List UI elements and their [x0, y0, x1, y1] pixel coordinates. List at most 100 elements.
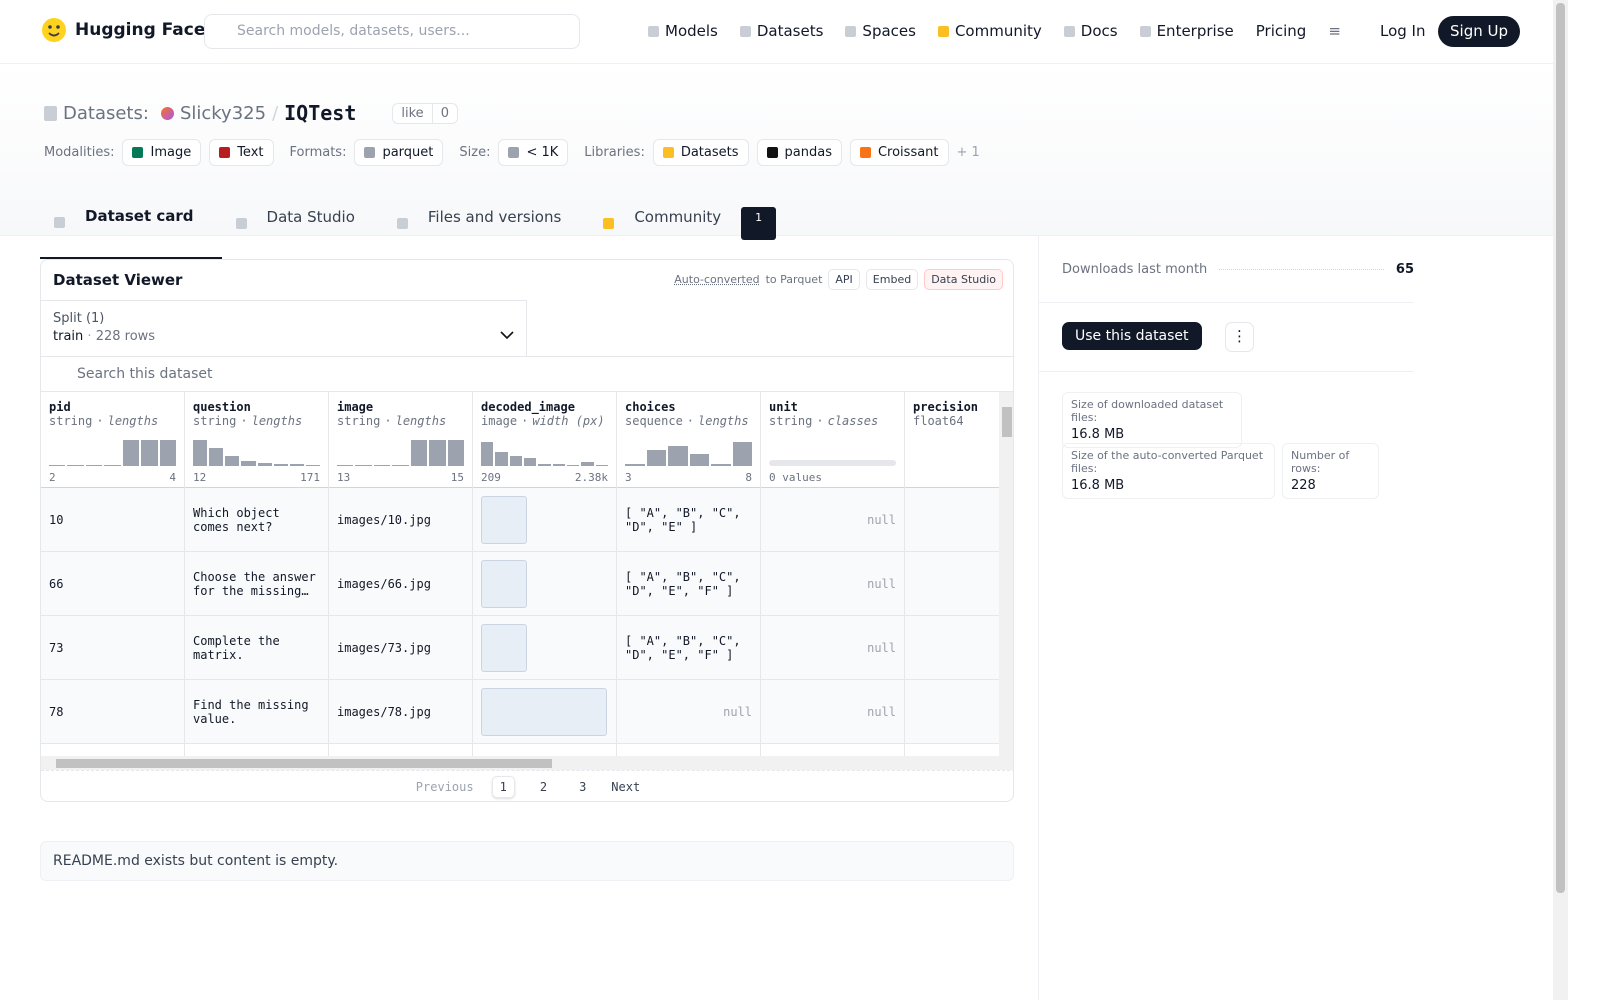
- column-type: string · lengths: [49, 414, 176, 428]
- stat-label: Size of the auto-converted Parquet files…: [1071, 449, 1264, 475]
- page[interactable]: 2: [539, 780, 548, 794]
- page[interactable]: 1: [491, 776, 515, 798]
- column-header[interactable]: pid string · lengths 2 4: [41, 392, 184, 488]
- nav-link[interactable]: Datasets: [739, 22, 823, 40]
- viewer-button[interactable]: Data Studio: [924, 269, 1003, 290]
- nav-link[interactable]: Community: [937, 22, 1042, 40]
- tab[interactable]: Files and versions: [383, 199, 589, 259]
- cell: 78: [41, 680, 184, 744]
- page-scrollbar: [1553, 0, 1568, 1000]
- repo-name[interactable]: IQTest: [284, 101, 357, 125]
- search-box[interactable]: Search models, datasets, users...: [204, 14, 580, 49]
- tag-icon: [766, 147, 778, 158]
- cell: 10: [41, 488, 184, 552]
- dot: ·: [87, 329, 92, 344]
- cell: 73: [41, 616, 184, 680]
- range-max: 4: [169, 471, 176, 484]
- nav-link[interactable]: Docs: [1063, 22, 1118, 40]
- range-min: 209: [481, 471, 501, 484]
- viewer-button[interactable]: Embed: [865, 269, 919, 290]
- nav-label: Community: [954, 22, 1042, 40]
- nav-link[interactable]: Models: [648, 22, 718, 40]
- hist-bar: [538, 464, 551, 466]
- like-label: like: [401, 105, 424, 121]
- tab-icon: [603, 217, 615, 229]
- dataset-icon: [44, 105, 57, 121]
- tab[interactable]: Data Studio: [222, 199, 383, 259]
- tag-chip[interactable]: parquet: [354, 139, 444, 166]
- hist-bar: [552, 464, 565, 466]
- column-header[interactable]: question string · lengths 12 171: [185, 392, 328, 488]
- h-thumb[interactable]: [56, 759, 552, 768]
- nav-link[interactable]: Pricing: [1256, 22, 1307, 40]
- downloads-label: Downloads last month: [1062, 262, 1208, 277]
- nav-link[interactable]: Enterprise: [1139, 22, 1234, 40]
- column-header[interactable]: choices sequence · lengths 3 8: [617, 392, 760, 488]
- column: decoded_image image · width (px) 209 2.38k: [473, 392, 617, 756]
- tab[interactable]: Dataset card: [40, 199, 222, 259]
- column-type: float64: [913, 414, 999, 428]
- v-scrollbar: [999, 392, 1013, 756]
- empty-bar: [769, 460, 896, 466]
- page-thumb[interactable]: [1556, 3, 1565, 893]
- divider: [1038, 302, 1414, 303]
- hist-bar: [481, 442, 494, 466]
- tab[interactable]: Community 1: [589, 199, 790, 259]
- cell: null: [761, 488, 904, 552]
- auto-converted[interactable]: Auto-converted: [674, 273, 760, 286]
- stat: lengths: [395, 414, 447, 428]
- hist-bar: [355, 465, 372, 466]
- v-thumb[interactable]: [1002, 407, 1012, 437]
- logo: [42, 18, 66, 42]
- tag-icon: [364, 147, 376, 158]
- more-button[interactable]: ⋮: [1225, 322, 1254, 352]
- tag-icon: [219, 147, 231, 158]
- column-header[interactable]: unit string · classes 0 values: [761, 392, 904, 488]
- signup[interactable]: Sign Up: [1438, 16, 1520, 47]
- range-min: 12: [193, 471, 207, 484]
- viewer-search[interactable]: Search this dataset: [41, 356, 1013, 392]
- tags-more[interactable]: + 1: [956, 145, 980, 160]
- tag-chip[interactable]: Croissant: [849, 139, 949, 166]
- tag-chip[interactable]: Image: [122, 139, 202, 166]
- tag-chip[interactable]: < 1K: [498, 139, 569, 166]
- to-parquet: to Parquet: [765, 273, 823, 286]
- column-type: sequence · lengths: [625, 414, 752, 428]
- login[interactable]: Log In: [1380, 22, 1426, 40]
- use-dataset-button[interactable]: Use this dataset: [1062, 322, 1202, 350]
- column-header[interactable]: image string · lengths 13 15: [329, 392, 472, 488]
- type: string: [769, 414, 813, 428]
- repo-owner[interactable]: Slicky325: [179, 102, 267, 124]
- column-header[interactable]: decoded_image image · width (px) 209 2.38k: [473, 392, 616, 488]
- viewer-button[interactable]: API: [828, 269, 860, 290]
- column: question string · lengths 12 171 Which object …: [185, 392, 329, 756]
- brand[interactable]: Hugging Face: [75, 20, 206, 40]
- histogram: [49, 440, 176, 466]
- hist-bar: [566, 465, 580, 466]
- stat: lengths: [251, 414, 303, 428]
- stat-label: Size of downloaded dataset files:: [1071, 398, 1224, 424]
- nav-icon: [739, 25, 751, 37]
- tag-chip[interactable]: Text: [209, 139, 274, 166]
- next[interactable]: Next: [611, 780, 641, 794]
- column-name: decoded_image: [481, 400, 575, 414]
- type: string: [49, 414, 93, 428]
- repo-kind[interactable]: Datasets:: [63, 102, 149, 124]
- hist-bar: [689, 454, 709, 466]
- separator: /: [272, 102, 279, 124]
- previous[interactable]: Previous: [415, 780, 474, 794]
- dot: ·: [96, 414, 104, 428]
- nav-link[interactable]: Spaces: [845, 22, 916, 40]
- like-button[interactable]: like 0: [392, 102, 458, 124]
- column-header[interactable]: precision float64: [905, 392, 999, 488]
- histogram: [913, 440, 999, 466]
- split-select[interactable]: Split (1) train · 228 rows: [41, 300, 527, 356]
- hist-bar: [67, 465, 84, 466]
- menu-icon[interactable]: ≡: [1328, 22, 1341, 40]
- cell: Find the missing value.: [185, 680, 328, 744]
- page[interactable]: 3: [579, 780, 587, 794]
- tag-chip[interactable]: pandas: [756, 139, 842, 166]
- tag-chip[interactable]: Datasets: [652, 139, 749, 166]
